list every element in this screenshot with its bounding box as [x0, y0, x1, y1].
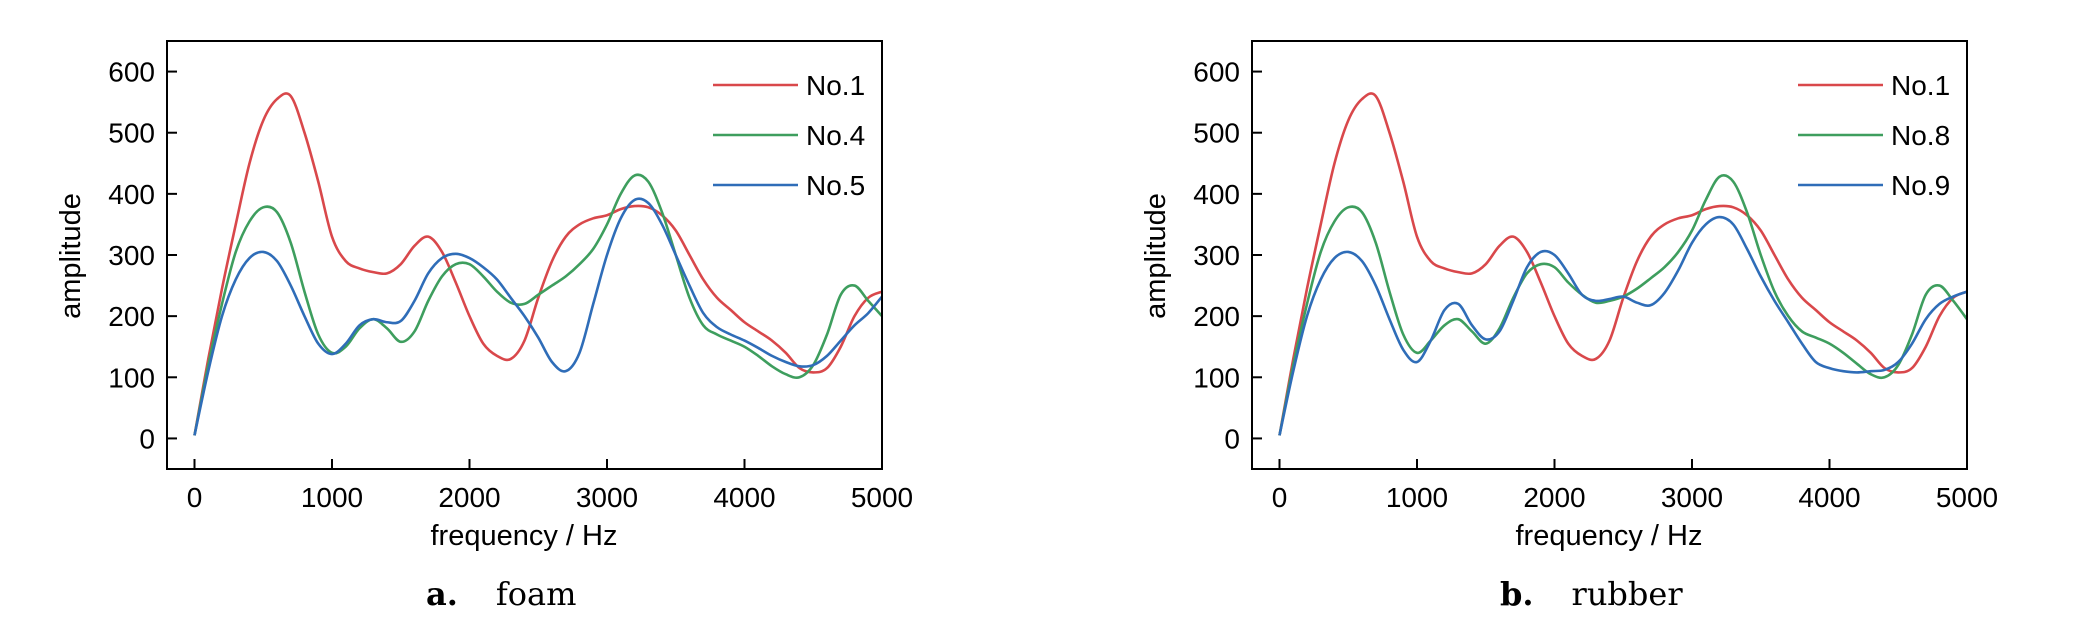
series-line-no-4 [193, 173, 883, 436]
legend-label: No.8 [1891, 120, 1950, 151]
x-tick-label: 4000 [1798, 482, 1860, 513]
chart-panel-b: 0 1000 2000 3000 4000 5000 0 100 200 300 400 500 600… [1085, 0, 2074, 631]
plot-frame [166, 40, 883, 470]
x-axis-label: frequency / Hz [431, 520, 618, 552]
panel-letter: b. [1500, 575, 1534, 613]
y-axis-label: amplitude [1140, 193, 1172, 319]
y-tick-label: 200 [1193, 301, 1240, 332]
chart-panel-a: 0 1000 2000 3000 4000 5000 0 100 200 300 400 500 600… [0, 0, 1037, 631]
x-tick-label: 3000 [1661, 482, 1723, 513]
panel-caption: a. foam [426, 575, 576, 613]
y-tick-label: 0 [139, 423, 155, 454]
panel-caption-text: foam [496, 575, 577, 613]
x-tick-label: 5000 [1936, 482, 1998, 513]
chart-svg-a: 0 1000 2000 3000 4000 5000 0 100 200 300 400 500 600… [55, 40, 913, 613]
x-axis-label: frequency / Hz [1516, 520, 1703, 552]
chart-svg-b: 0 1000 2000 3000 4000 5000 0 100 200 300 400 500 600… [1140, 40, 1998, 613]
y-axis-label: amplitude [55, 193, 87, 319]
y-tick-label: 0 [1224, 423, 1240, 454]
x-tick-label: 0 [187, 482, 203, 513]
plot-frame [1251, 40, 1968, 470]
legend-label: No.4 [806, 120, 865, 151]
y-tick-label: 400 [1193, 179, 1240, 210]
x-tick-label: 2000 [438, 482, 500, 513]
y-tick-label: 300 [108, 240, 155, 271]
y-tick-label: 100 [108, 362, 155, 393]
panel-letter: a. [426, 575, 458, 613]
series-line-no-9 [1278, 215, 1968, 436]
y-tick-label: 100 [1193, 362, 1240, 393]
series-line-no-1 [193, 92, 883, 436]
legend-label: No.9 [1891, 170, 1950, 201]
series-line-no-1 [1278, 92, 1968, 436]
y-tick-label: 600 [108, 57, 155, 88]
y-tick-label: 500 [108, 118, 155, 149]
legend-label: No.1 [1891, 70, 1950, 101]
x-tick-label: 1000 [1386, 482, 1448, 513]
x-tick-label: 5000 [851, 482, 913, 513]
y-tick-label: 400 [108, 179, 155, 210]
y-tick-label: 600 [1193, 57, 1240, 88]
x-tick-label: 0 [1272, 482, 1288, 513]
y-tick-label: 500 [1193, 118, 1240, 149]
x-tick-label: 1000 [301, 482, 363, 513]
legend-label: No.5 [806, 170, 865, 201]
panel-caption: b. rubber [1500, 575, 1683, 613]
y-tick-label: 300 [1193, 240, 1240, 271]
series-line-no-5 [193, 197, 884, 436]
y-tick-label: 200 [108, 301, 155, 332]
legend-label: No.1 [806, 70, 865, 101]
x-tick-label: 3000 [576, 482, 638, 513]
panel-caption-text: rubber [1572, 575, 1684, 613]
x-tick-label: 4000 [713, 482, 775, 513]
x-tick-label: 2000 [1523, 482, 1585, 513]
